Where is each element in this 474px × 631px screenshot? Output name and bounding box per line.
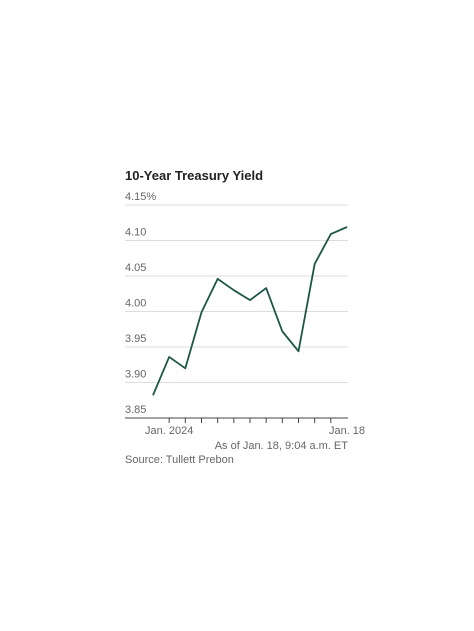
y-tick-label: 4.00 bbox=[125, 298, 146, 310]
x-tick-label: Jan. 18 bbox=[329, 425, 365, 437]
chart-title: 10-Year Treasury Yield bbox=[125, 168, 263, 183]
y-tick-label: 4.10 bbox=[125, 227, 146, 239]
y-tick-label: 4.15% bbox=[125, 191, 156, 203]
y-tick-label: 4.05 bbox=[125, 262, 146, 274]
y-tick-label: 3.85 bbox=[125, 404, 146, 416]
source: Source: Tullett Prebon bbox=[125, 454, 234, 466]
line bbox=[152, 226, 348, 396]
x-tick-label: Jan. 2024 bbox=[145, 425, 193, 437]
y-tick-label: 3.90 bbox=[125, 369, 146, 381]
y-tick-label: 3.95 bbox=[125, 333, 146, 345]
note: As of Jan. 18, 9:04 a.m. ET bbox=[215, 440, 349, 452]
